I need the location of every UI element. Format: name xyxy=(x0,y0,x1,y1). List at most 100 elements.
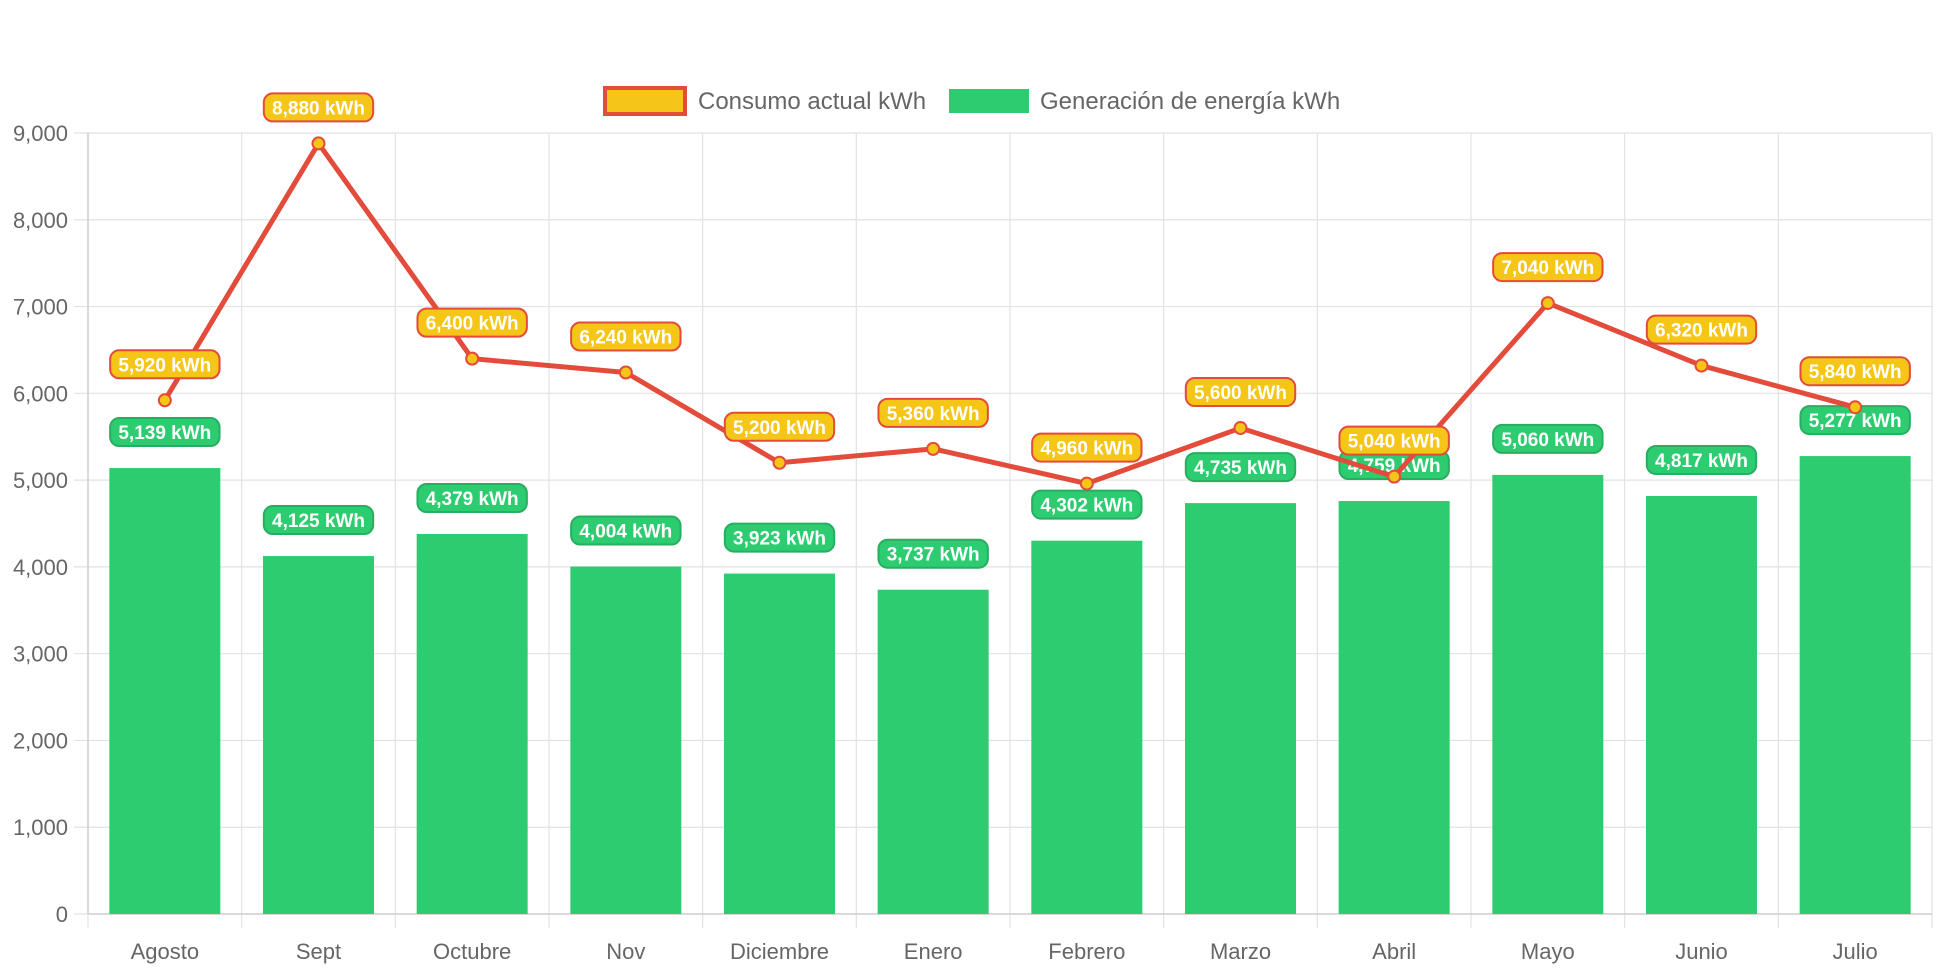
bar-value-label: 3,923 kWh xyxy=(723,522,836,553)
bar-value-label-text: 4,302 kWh xyxy=(1040,496,1133,517)
bar-value-label-box xyxy=(262,505,375,536)
y-tick-label: 6,000 xyxy=(13,381,68,406)
x-tick-label: Diciembre xyxy=(730,939,829,964)
line-point-febrero[interactable] xyxy=(1079,476,1094,491)
bar-junio[interactable] xyxy=(1646,495,1757,914)
line-labels: 5,920 kWh 8,880 kWh 6,400 kWh 6,240 kWh 5,20… xyxy=(109,92,1911,463)
bar-enero[interactable] xyxy=(877,589,989,914)
bar-value-label: 5,060 kWh xyxy=(1492,423,1604,454)
line-value-label: 6,320 kWh xyxy=(1645,314,1758,345)
line-value-label-box xyxy=(416,307,528,338)
y-tick-label: 8,000 xyxy=(13,208,68,233)
bar-value-label: 4,125 kWh xyxy=(262,505,375,536)
x-tick-label: Nov xyxy=(606,939,645,964)
y-tick-label: 1,000 xyxy=(13,815,68,840)
line-value-label: 5,600 kWh xyxy=(1184,377,1297,408)
line-value-label-text: 7,040 kWh xyxy=(1501,258,1594,279)
line-value-label-text: 5,360 kWh xyxy=(887,404,980,425)
grid xyxy=(74,132,1933,928)
line-point-julio[interactable] xyxy=(1848,400,1863,415)
x-tick-label: Febrero xyxy=(1048,939,1125,964)
bar-value-label-box xyxy=(1645,444,1758,475)
line-point-agosto[interactable] xyxy=(157,393,172,408)
line-point-sept[interactable] xyxy=(311,136,326,151)
bar-value-label-text: 4,735 kWh xyxy=(1194,458,1287,479)
line-value-label: 7,040 kWh xyxy=(1492,252,1604,283)
line-point-junio[interactable] xyxy=(1694,358,1709,373)
line-value-label-box xyxy=(1492,252,1604,283)
x-tick-label: Enero xyxy=(904,939,963,964)
bar-value-label: 5,277 kWh xyxy=(1799,405,1911,436)
bar-series xyxy=(109,456,1911,914)
x-tick-label: Julio xyxy=(1833,939,1878,964)
line-point-enero[interactable] xyxy=(926,441,941,456)
line-value-label-box xyxy=(1799,356,1911,387)
bar-value-label-text: 4,125 kWh xyxy=(272,511,365,532)
bar-value-label-text: 5,139 kWh xyxy=(118,423,211,444)
line-point-marzo[interactable] xyxy=(1233,421,1248,436)
bar-value-label: 4,379 kWh xyxy=(416,483,528,514)
bar-labels: 5,139 kWh 4,125 kWh 4,379 kWh 4,004 kWh 3,92… xyxy=(109,405,1911,569)
line-value-label-box xyxy=(723,411,836,442)
bar-value-label-text: 5,277 kWh xyxy=(1809,411,1902,432)
legend-item-generacion[interactable]: Generación de energía kWh xyxy=(949,88,1340,115)
bar-octubre[interactable] xyxy=(416,534,528,914)
bar-value-label-text: 5,060 kWh xyxy=(1501,430,1594,451)
bar-value-label: 5,139 kWh xyxy=(109,417,221,448)
x-tick-label: Agosto xyxy=(131,939,200,964)
line-point-nov[interactable] xyxy=(618,365,633,380)
bar-abril[interactable] xyxy=(1338,501,1450,914)
bar-julio[interactable] xyxy=(1799,456,1911,914)
legend[interactable]: Consumo actual kWh Generación de energía … xyxy=(603,86,1340,116)
line-value-label-box xyxy=(109,349,221,380)
line-value-label: 4,960 kWh xyxy=(1031,432,1143,463)
x-tick-label: Sept xyxy=(296,939,341,964)
bar-value-label-box xyxy=(1031,489,1143,520)
line-value-label-box xyxy=(877,397,989,428)
bar-value-label-text: 3,923 kWh xyxy=(733,529,826,550)
line-value-label-box xyxy=(1031,432,1143,463)
line-value-label: 5,040 kWh xyxy=(1338,425,1450,456)
bar-value-label-text: 3,737 kWh xyxy=(887,545,980,566)
line-value-label-box xyxy=(262,92,375,123)
bar-value-label-box xyxy=(723,522,836,553)
y-tick-label: 2,000 xyxy=(13,728,68,753)
bar-value-label: 3,737 kWh xyxy=(877,538,989,569)
x-tick-label: Junio xyxy=(1675,939,1728,964)
y-tick-label: 0 xyxy=(56,902,68,927)
line-value-label-text: 5,200 kWh xyxy=(733,418,826,439)
line-value-label-box xyxy=(1645,314,1758,345)
y-tick-label: 9,000 xyxy=(13,121,68,146)
line-value-label: 6,400 kWh xyxy=(416,307,528,338)
legend-label-generacion: Generación de energía kWh xyxy=(1040,88,1340,115)
bar-value-label-box xyxy=(570,515,682,546)
bar-mayo[interactable] xyxy=(1492,474,1604,914)
bar-febrero[interactable] xyxy=(1031,540,1143,914)
legend-item-consumo[interactable]: Consumo actual kWh xyxy=(603,86,926,116)
bar-agosto[interactable] xyxy=(109,468,221,914)
x-tick-label: Octubre xyxy=(433,939,511,964)
bar-nov[interactable] xyxy=(570,566,682,914)
line-value-label-text: 4,960 kWh xyxy=(1040,439,1133,460)
line-value-label-text: 6,400 kWh xyxy=(426,314,519,335)
line-value-label-text: 5,040 kWh xyxy=(1348,432,1441,453)
bar-value-label-text: 4,817 kWh xyxy=(1655,451,1748,472)
bar-value-label: 4,817 kWh xyxy=(1645,444,1758,475)
bar-sept[interactable] xyxy=(263,556,374,914)
line-point-abril[interactable] xyxy=(1387,469,1402,484)
bar-value-label: 4,004 kWh xyxy=(570,515,682,546)
bar-diciembre[interactable] xyxy=(724,573,835,914)
line-point-diciembre[interactable] xyxy=(772,455,787,470)
y-tick-label: 3,000 xyxy=(13,642,68,667)
line-value-label-text: 6,320 kWh xyxy=(1655,321,1748,342)
bar-value-label: 4,735 kWh xyxy=(1184,452,1297,483)
axes: 0 1,000 2,000 3,000 4,000 5,000 6,000 7,000 8,00… xyxy=(13,121,1932,964)
y-tick-label: 5,000 xyxy=(13,468,68,493)
line-point-mayo[interactable] xyxy=(1540,296,1555,311)
bar-marzo[interactable] xyxy=(1185,503,1296,914)
line-value-label-text: 8,880 kWh xyxy=(272,98,365,119)
line-value-label: 5,920 kWh xyxy=(109,349,221,380)
line-point-octubre[interactable] xyxy=(465,351,480,366)
